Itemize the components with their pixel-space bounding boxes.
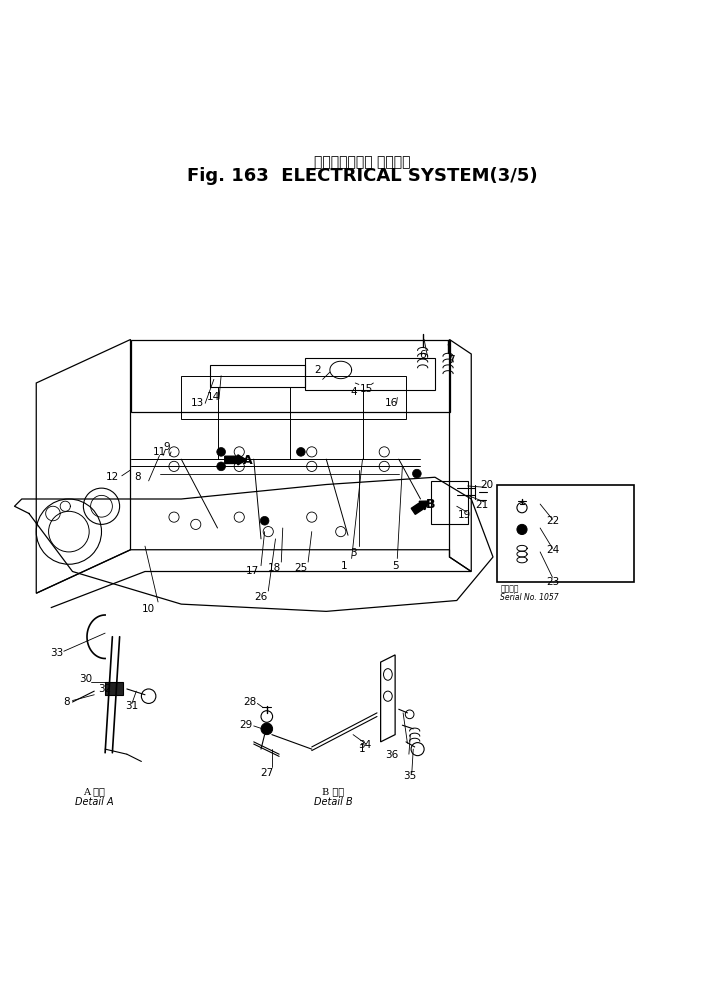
Text: 1: 1	[341, 561, 348, 571]
Text: 26: 26	[254, 592, 268, 602]
Circle shape	[217, 447, 225, 456]
Text: 36: 36	[385, 749, 398, 759]
Text: 14: 14	[207, 392, 220, 402]
FancyArrow shape	[411, 501, 428, 514]
Text: 12: 12	[106, 472, 119, 482]
Text: 32: 32	[99, 684, 112, 694]
Text: 5: 5	[392, 561, 399, 571]
Text: 27: 27	[260, 768, 273, 778]
Text: 35: 35	[403, 770, 416, 781]
Text: 18: 18	[268, 563, 281, 573]
Text: 20: 20	[481, 479, 494, 489]
Text: 33: 33	[50, 648, 63, 658]
Circle shape	[260, 516, 269, 525]
Text: 16: 16	[385, 398, 398, 408]
Text: Detail B: Detail B	[314, 797, 353, 807]
Text: Detail A: Detail A	[75, 797, 114, 807]
Text: A: A	[243, 454, 252, 467]
Text: 22: 22	[547, 516, 560, 526]
Text: 29: 29	[239, 721, 252, 731]
Text: 13: 13	[191, 398, 204, 408]
Text: 25: 25	[294, 563, 307, 573]
Text: 2: 2	[314, 365, 321, 375]
Circle shape	[217, 462, 225, 471]
Text: 24: 24	[547, 545, 560, 555]
Text: 6: 6	[419, 350, 426, 360]
Text: B 詳細: B 詳細	[323, 787, 344, 796]
Text: 28: 28	[243, 697, 256, 707]
Text: 19: 19	[457, 510, 471, 520]
Text: 9: 9	[163, 442, 170, 452]
Text: 23: 23	[547, 578, 560, 588]
Circle shape	[261, 723, 273, 735]
Text: 8: 8	[63, 697, 70, 707]
Text: 31: 31	[125, 701, 138, 711]
Text: Serial No. 1057: Serial No. 1057	[500, 593, 559, 602]
Text: エレクトリカル システム: エレクトリカル システム	[314, 155, 411, 169]
Text: 34: 34	[358, 741, 371, 750]
Text: 8: 8	[134, 472, 141, 482]
Text: Fig. 163  ELECTRICAL SYSTEM(3/5): Fig. 163 ELECTRICAL SYSTEM(3/5)	[187, 168, 538, 186]
Text: 10: 10	[142, 604, 155, 614]
Text: B: B	[426, 498, 436, 511]
Text: 1: 1	[359, 745, 366, 754]
Circle shape	[413, 469, 421, 478]
Circle shape	[297, 447, 305, 456]
Text: 17: 17	[246, 567, 259, 577]
Text: 7: 7	[448, 355, 455, 365]
FancyArrow shape	[225, 455, 247, 465]
Text: 15: 15	[360, 384, 373, 394]
Circle shape	[517, 524, 527, 535]
Text: 30: 30	[79, 674, 92, 684]
Bar	[105, 682, 123, 695]
Text: A 詳細: A 詳細	[83, 787, 105, 796]
Text: 21: 21	[476, 500, 489, 510]
Text: 11: 11	[153, 447, 166, 457]
Text: 適用号機: 適用号機	[500, 585, 519, 594]
Text: 3: 3	[350, 548, 357, 558]
Text: 4: 4	[350, 386, 357, 396]
Bar	[497, 484, 634, 583]
